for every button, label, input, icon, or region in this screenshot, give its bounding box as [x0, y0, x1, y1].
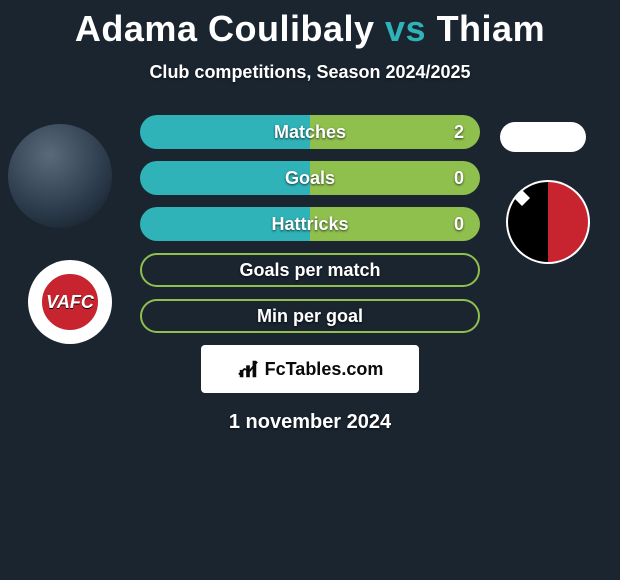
- crest-left-text: VAFC: [38, 270, 102, 334]
- stats-container: Matches 2 Goals 0 Hattricks 0 Goals per …: [140, 115, 480, 333]
- player2-avatar: [500, 122, 586, 152]
- stat-label: Goals: [285, 168, 335, 189]
- stat-label: Min per goal: [257, 306, 363, 327]
- brand-badge[interactable]: FcTables.com: [201, 345, 419, 393]
- stat-row-goals-per-match: Goals per match: [140, 253, 480, 287]
- stat-row-matches: Matches 2: [140, 115, 480, 149]
- date-text: 1 november 2024: [0, 411, 620, 434]
- stat-row-goals: Goals 0: [140, 161, 480, 195]
- stat-value-right: 0: [454, 168, 464, 189]
- player2-name: Thiam: [437, 8, 546, 49]
- player2-club-crest: [506, 180, 590, 264]
- stat-value-right: 0: [454, 214, 464, 235]
- stat-row-hattricks: Hattricks 0: [140, 207, 480, 241]
- stat-row-min-per-goal: Min per goal: [140, 299, 480, 333]
- stat-label: Goals per match: [239, 260, 380, 281]
- page-title: Adama Coulibaly vs Thiam: [0, 0, 620, 50]
- bar-chart-icon: [237, 358, 259, 380]
- subtitle: Club competitions, Season 2024/2025: [0, 62, 620, 83]
- player1-avatar: [8, 124, 112, 228]
- stat-value-right: 2: [454, 122, 464, 143]
- stat-label: Hattricks: [271, 214, 348, 235]
- brand-text: FcTables.com: [265, 359, 384, 380]
- vs-text: vs: [385, 8, 426, 49]
- player1-club-crest: VAFC: [28, 260, 112, 344]
- stat-label: Matches: [274, 122, 346, 143]
- player1-name: Adama Coulibaly: [75, 8, 375, 49]
